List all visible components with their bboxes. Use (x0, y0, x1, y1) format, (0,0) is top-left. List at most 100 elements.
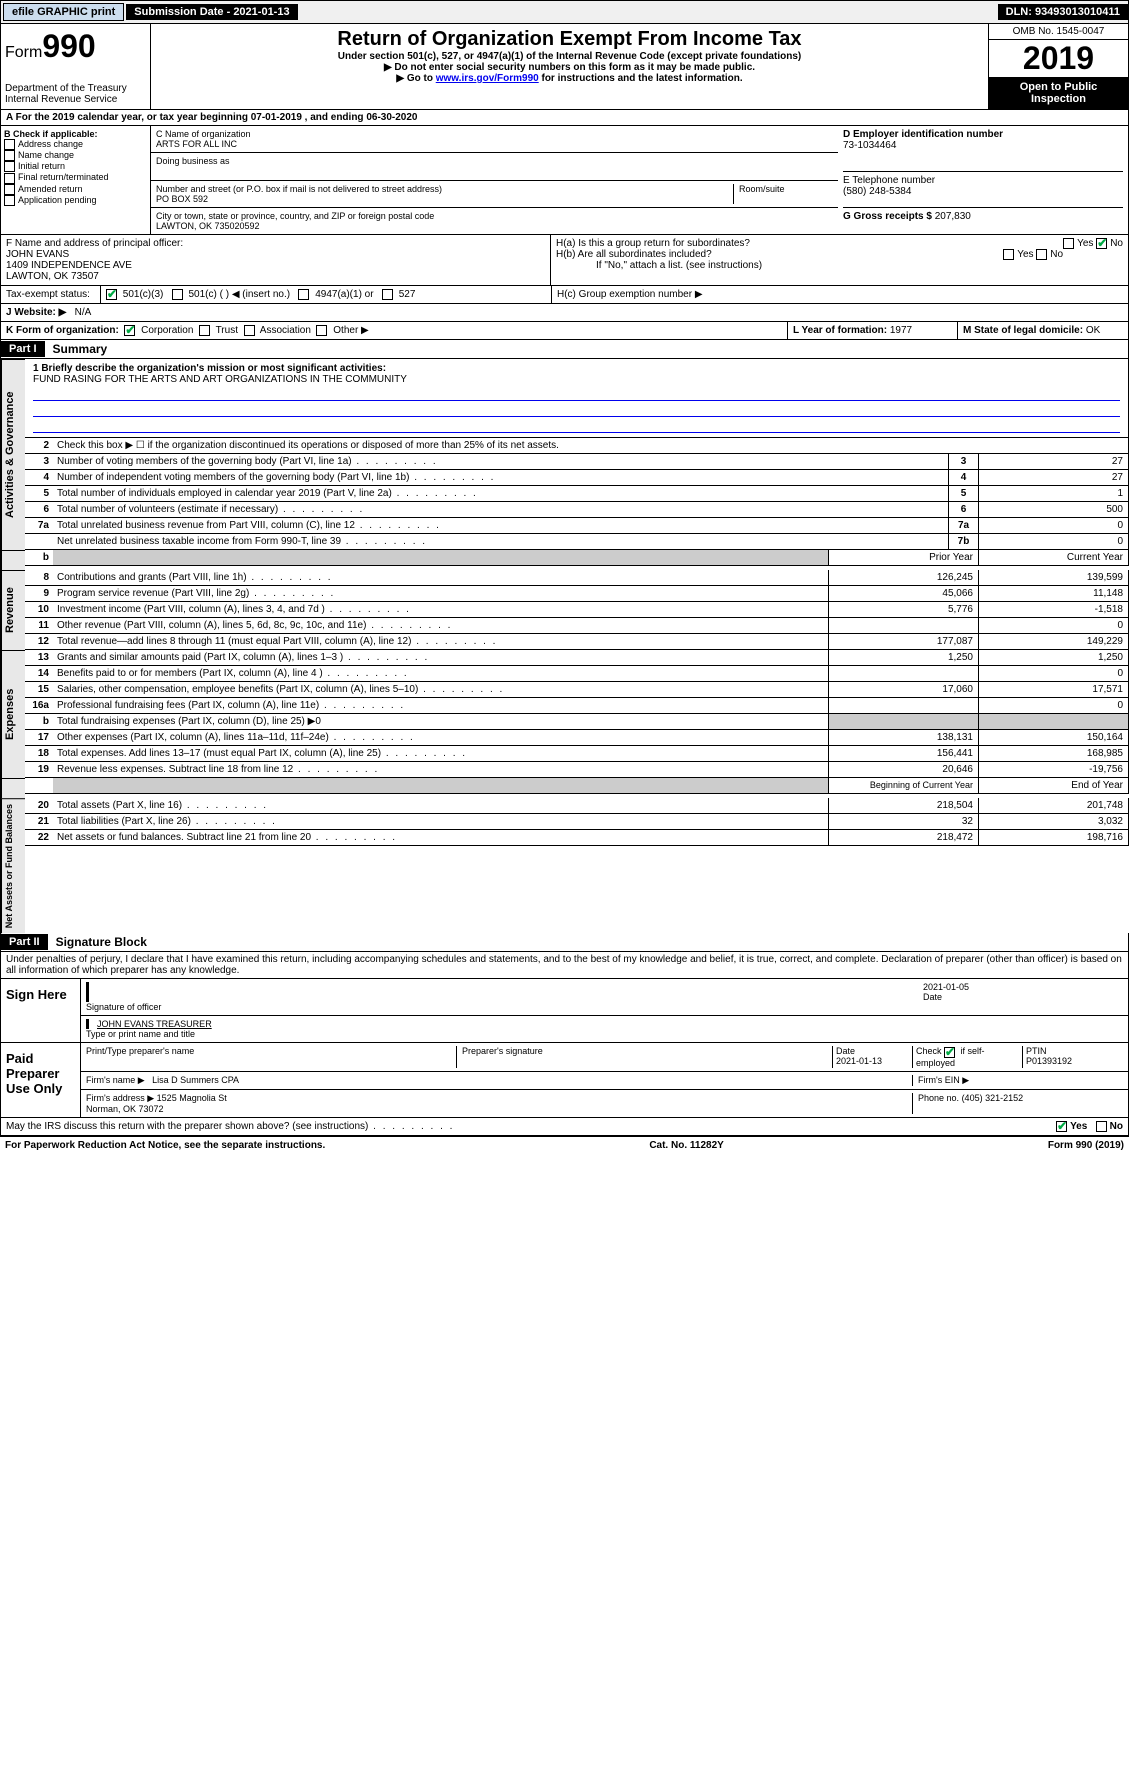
prep-sig-label: Preparer's signature (457, 1046, 833, 1067)
cb-4947[interactable] (298, 289, 309, 300)
col-headers-1: b Prior Year Current Year (25, 550, 1129, 566)
vlabel-net: Net Assets or Fund Balances (1, 798, 25, 933)
ha-no[interactable] (1096, 238, 1107, 249)
cb-trust[interactable] (199, 325, 210, 336)
h-b: H(b) Are all subordinates included? (556, 249, 712, 260)
firm-name: Lisa D Summers CPA (152, 1075, 239, 1085)
check-self-emp: Check if self-employed (916, 1046, 985, 1067)
page-footer: For Paperwork Reduction Act Notice, see … (0, 1136, 1129, 1154)
col-headers-2: Beginning of Current Year End of Year (25, 778, 1129, 794)
ptin-label: PTIN (1026, 1046, 1047, 1056)
checkbox-name-change[interactable] (4, 150, 15, 161)
h-a: H(a) Is this a group return for subordin… (556, 238, 750, 249)
ptin: P01393192 (1026, 1056, 1072, 1066)
cb-corp[interactable] (124, 325, 135, 336)
cb-527[interactable] (382, 289, 393, 300)
domicile-label: M State of legal domicile: (963, 325, 1083, 336)
hb-yes[interactable] (1003, 249, 1014, 260)
row-i: Tax-exempt status: 501(c)(3) 501(c) ( ) … (0, 286, 1129, 304)
cb-self-emp[interactable] (944, 1047, 955, 1058)
footer-right: Form 990 (2019) (1048, 1140, 1124, 1151)
footer-left: For Paperwork Reduction Act Notice, see … (5, 1140, 325, 1151)
ha-yes[interactable] (1063, 238, 1074, 249)
box-b-title: B Check if applicable: (4, 129, 147, 139)
mission-block: 1 Briefly describe the organization's mi… (25, 359, 1129, 438)
vlabel-rev: Revenue (1, 570, 25, 650)
tax-status-label: Tax-exempt status: (1, 286, 101, 303)
line-2: Check this box ▶ ☐ if the organization d… (53, 438, 1128, 453)
footer-mid: Cat. No. 11282Y (325, 1140, 1048, 1151)
omb-number: OMB No. 1545-0047 (989, 24, 1128, 40)
hb-no[interactable] (1036, 249, 1047, 260)
cb-501c3[interactable] (106, 289, 117, 300)
hdr-current-year: Current Year (978, 550, 1128, 565)
summary-line: 12Total revenue—add lines 8 through 11 (… (25, 634, 1129, 650)
gross-receipts: 207,830 (935, 211, 971, 222)
h-c: H(c) Group exemption number ▶ (551, 286, 1128, 303)
prep-name-label: Print/Type preparer's name (86, 1046, 457, 1067)
summary-line: 22Net assets or fund balances. Subtract … (25, 830, 1129, 846)
dln: DLN: 93493013010411 (998, 4, 1128, 20)
city-label: City or town, state or province, country… (156, 211, 833, 221)
hdr-prior-year: Prior Year (828, 550, 978, 565)
website-label: J Website: ▶ (6, 307, 66, 318)
submission-date: Submission Date - 2021-01-13 (126, 4, 297, 20)
gross-label: G Gross receipts $ (843, 211, 932, 222)
phone-label: E Telephone number (843, 175, 1123, 186)
sig-name-label: Type or print name and title (86, 1029, 195, 1039)
row-j: J Website: ▶ N/A (0, 304, 1129, 322)
sig-date: 2021-01-05 (923, 982, 1123, 992)
summary-line: 7aTotal unrelated business revenue from … (25, 518, 1129, 534)
summary-line: 8Contributions and grants (Part VIII, li… (25, 570, 1129, 586)
checkbox-addr-change[interactable] (4, 139, 15, 150)
subtitle-1: Under section 501(c), 527, or 4947(a)(1)… (155, 51, 984, 62)
room-label: Room/suite (733, 184, 833, 204)
firm-addr-label: Firm's address ▶ (86, 1093, 154, 1103)
summary-line: 16aProfessional fundraising fees (Part I… (25, 698, 1129, 714)
summary-line: 21Total liabilities (Part X, line 26)323… (25, 814, 1129, 830)
discuss-text: May the IRS discuss this return with the… (6, 1121, 368, 1132)
cb-assoc[interactable] (244, 325, 255, 336)
irs-link[interactable]: www.irs.gov/Form990 (436, 73, 539, 84)
firm-name-label: Firm's name ▶ (86, 1075, 145, 1085)
sign-here-label: Sign Here (1, 979, 81, 1042)
subtitle-3: ▶ Go to www.irs.gov/Form990 for instruct… (155, 73, 984, 84)
dba-label: Doing business as (156, 156, 833, 166)
part1-title: Summary (45, 340, 116, 358)
summary-line: 18Total expenses. Add lines 13–17 (must … (25, 746, 1129, 762)
checkbox-final[interactable] (4, 173, 15, 184)
mission-a: FUND RASING FOR THE ARTS AND ART ORGANIZ… (33, 374, 1120, 385)
checkbox-pending[interactable] (4, 195, 15, 206)
discuss-yes[interactable] (1056, 1121, 1067, 1132)
checkbox-initial[interactable] (4, 161, 15, 172)
declaration: Under penalties of perjury, I declare th… (0, 952, 1129, 979)
org-form-label: K Form of organization: (6, 325, 119, 336)
row-klm: K Form of organization: Corporation Trus… (0, 322, 1129, 340)
summary-line: 3Number of voting members of the governi… (25, 454, 1129, 470)
prep-date: 2021-01-13 (836, 1056, 882, 1066)
form-number: Form990 (5, 28, 146, 65)
efile-btn[interactable]: efile GRAPHIC print (3, 3, 124, 21)
sign-here-block: Sign Here Signature of officer2021-01-05… (0, 979, 1129, 1043)
summary-line: 13Grants and similar amounts paid (Part … (25, 650, 1129, 666)
summary-line: 9Program service revenue (Part VIII, lin… (25, 586, 1129, 602)
paid-prep-label: Paid Preparer Use Only (1, 1043, 81, 1116)
prep-date-label: Date (836, 1046, 855, 1056)
cb-501c[interactable] (172, 289, 183, 300)
firm-ein-label: Firm's EIN ▶ (918, 1075, 969, 1085)
checkbox-amended[interactable] (4, 184, 15, 195)
ein: 73-1034464 (843, 140, 1123, 151)
cb-other[interactable] (316, 325, 327, 336)
paid-preparer-block: Paid Preparer Use Only Print/Type prepar… (0, 1043, 1129, 1117)
org-name-label: C Name of organization (156, 129, 833, 139)
box-b: B Check if applicable: Address change Na… (1, 126, 151, 234)
sig-date-label: Date (923, 992, 942, 1002)
part2-bar: Part II Signature Block (0, 933, 1129, 952)
summary-line: Net unrelated business taxable income fr… (25, 534, 1129, 550)
discuss-no[interactable] (1096, 1121, 1107, 1132)
city: LAWTON, OK 735020592 (156, 221, 833, 231)
subtitle-2: ▶ Do not enter social security numbers o… (155, 62, 984, 73)
summary-line: 4Number of independent voting members of… (25, 470, 1129, 486)
box-de: D Employer identification number73-10344… (838, 126, 1128, 234)
dept-label: Department of the Treasury Internal Reve… (5, 83, 146, 105)
